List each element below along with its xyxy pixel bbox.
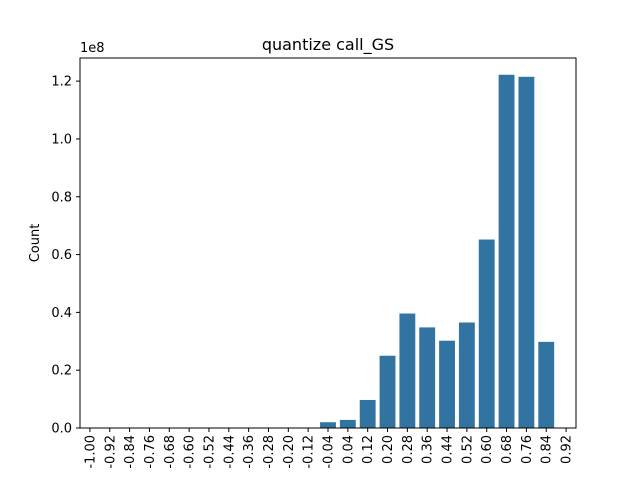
x-tick-label: -0.20 bbox=[282, 435, 297, 469]
y-tick-label: 0.6 bbox=[51, 248, 72, 263]
y-axis: 0.0 0.2 0.4 0.6 0.8 1.0 1.2 bbox=[51, 75, 80, 437]
bar-0.76 bbox=[518, 76, 535, 428]
x-tick-label: 0.44 bbox=[441, 435, 456, 464]
y-tick-label: 0.0 bbox=[51, 422, 72, 437]
x-tick-label: -0.92 bbox=[103, 435, 118, 469]
y-tick-label: 1.0 bbox=[51, 132, 72, 147]
x-tick-label: 0.28 bbox=[401, 435, 416, 464]
y-axis-label: Count bbox=[28, 224, 43, 263]
x-tick-label: -0.84 bbox=[123, 435, 138, 469]
bar-0.28 bbox=[399, 313, 416, 428]
x-tick-label: -0.28 bbox=[262, 435, 277, 469]
x-tick-label: 0.60 bbox=[480, 435, 495, 464]
x-tick-label: 0.92 bbox=[560, 435, 575, 464]
x-tick-label: -0.44 bbox=[222, 435, 237, 469]
bar-0.84 bbox=[538, 341, 555, 428]
x-tick-label: 0.76 bbox=[520, 435, 535, 464]
chart-title: quantize call_GS bbox=[262, 35, 394, 55]
x-tick-label: -0.68 bbox=[163, 435, 178, 469]
y-tick-label: 0.2 bbox=[51, 364, 72, 379]
x-tick-label: -0.52 bbox=[202, 435, 217, 469]
x-tick-label: -0.36 bbox=[242, 435, 257, 469]
x-tick-label: -0.60 bbox=[183, 435, 198, 469]
bar-0.12 bbox=[359, 399, 376, 428]
x-tick-label: 0.52 bbox=[460, 435, 475, 464]
bar-0.60 bbox=[478, 239, 495, 428]
x-tick-label: 0.12 bbox=[361, 435, 376, 464]
x-tick-label: 0.84 bbox=[540, 435, 555, 464]
y-tick-label: 1.2 bbox=[51, 75, 72, 90]
bar-0.68 bbox=[498, 74, 515, 429]
x-tick-label: 0.68 bbox=[500, 435, 515, 464]
x-tick-label: -0.04 bbox=[322, 435, 337, 469]
bar-0.52 bbox=[458, 322, 475, 428]
x-tick-label: -0.12 bbox=[302, 435, 317, 469]
bars-group bbox=[320, 74, 555, 429]
x-tick-label: 0.20 bbox=[381, 435, 396, 464]
bar-0.44 bbox=[439, 340, 455, 428]
y-tick-label: 0.8 bbox=[51, 190, 72, 205]
bar-0.36 bbox=[419, 327, 436, 428]
x-axis: -1.00 -0.92 -0.84 -0.76 -0.68 -0.60 -0.52 -0.44… bbox=[83, 428, 575, 469]
x-tick-label: -1.00 bbox=[83, 435, 98, 469]
x-tick-label: 0.04 bbox=[341, 435, 356, 464]
plot-frame bbox=[79, 57, 577, 429]
bar-0.04 bbox=[339, 419, 356, 428]
x-tick-label: -0.76 bbox=[143, 435, 158, 469]
x-tick-label: 0.36 bbox=[421, 435, 436, 464]
y-offset-label: 1e8 bbox=[80, 41, 105, 56]
bar-0.20 bbox=[379, 355, 396, 428]
y-tick-label: 0.4 bbox=[51, 306, 72, 321]
bar--0.04 bbox=[320, 422, 336, 428]
